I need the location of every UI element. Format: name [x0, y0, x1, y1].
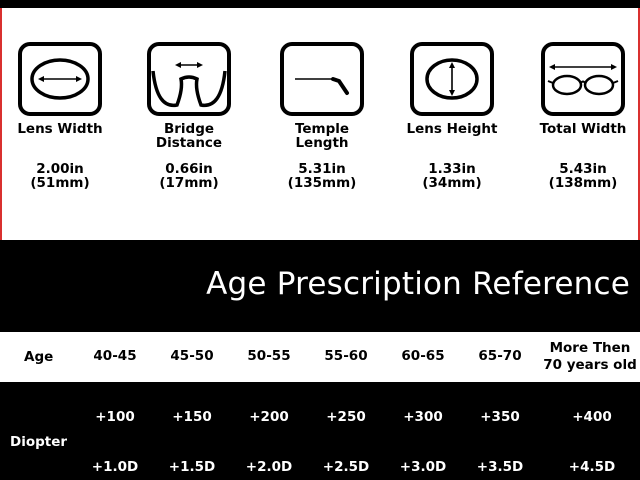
measurement-value: 2.00in (51mm) [30, 161, 90, 191]
bridge-distance-icon [147, 42, 231, 116]
plus-cell: +150 [172, 409, 212, 425]
plus-cell: +100 [95, 409, 135, 425]
temple-length-icon [280, 42, 364, 116]
total-width-icon [541, 42, 625, 116]
measurement-value: 5.43in (138mm) [548, 161, 618, 191]
plus-cell: +250 [326, 409, 366, 425]
measurement-label: Temple Length [294, 121, 350, 151]
diopter-cell: +3.0D [399, 459, 447, 475]
age-label: Age [24, 349, 54, 365]
measurement-label: Total Width [539, 121, 627, 137]
diopter-cell: +4.5D [568, 459, 616, 475]
plus-cell: +400 [572, 409, 612, 425]
top-bar [0, 0, 640, 8]
age-cell: 45-50 [170, 348, 214, 364]
diopter-cell: +1.5D [168, 459, 216, 475]
age-cell: More Then 70 years old [543, 340, 637, 373]
measurement-value: 5.31in (135mm) [287, 161, 357, 191]
measurement-bridge-distance: Bridge Distance 0.66in (17mm) [129, 42, 249, 190]
measurement-total-width: Total Width 5.43in (138mm) [523, 42, 640, 190]
diopter-cell: +1.0D [91, 459, 139, 475]
diopter-cell: +2.5D [322, 459, 370, 475]
reference-title: Age Prescription Reference [206, 266, 630, 302]
age-row: Age 40-45 45-50 50-55 55-60 60-65 65-70 … [0, 332, 640, 382]
lens-width-icon [18, 42, 102, 116]
measurement-temple-length: Temple Length 5.31in (135mm) [262, 42, 382, 190]
measurement-lens-width: Lens Width 2.00in (51mm) [0, 42, 120, 190]
age-cell: 55-60 [324, 348, 368, 364]
plus-cell: +200 [249, 409, 289, 425]
plus-cell: +300 [403, 409, 443, 425]
measurement-value: 1.33in (34mm) [422, 161, 482, 191]
plus-cell: +350 [480, 409, 520, 425]
diopter-label: Diopter [10, 434, 68, 450]
age-cell: 65-70 [478, 348, 522, 364]
measurement-label: Bridge Distance [155, 121, 223, 151]
age-cell: 60-65 [401, 348, 445, 364]
measurement-lens-height: Lens Height 1.33in (34mm) [392, 42, 512, 190]
reference-title-band: Age Prescription Reference [0, 240, 640, 332]
diopter-cell: +2.0D [245, 459, 293, 475]
age-cell: 50-55 [247, 348, 291, 364]
diopter-cell: +3.5D [476, 459, 524, 475]
diopter-row: Diopter +100 +150 +200 +250 +300 +350 +4… [0, 382, 640, 480]
age-cell: 40-45 [93, 348, 137, 364]
measurement-label: Lens Height [406, 121, 498, 137]
measurement-value: 0.66in (17mm) [159, 161, 219, 191]
measurement-label: Lens Width [17, 121, 103, 137]
lens-height-icon [410, 42, 494, 116]
